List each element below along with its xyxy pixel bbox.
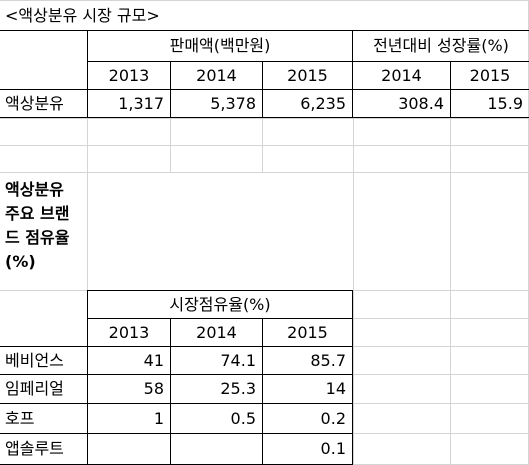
sheet-title: <액상분유 시장 규모> — [5, 6, 160, 25]
share-value — [171, 434, 262, 464]
share-value: 0.5 — [230, 408, 256, 428]
share-value: 74.1 — [220, 350, 256, 370]
sales-year-2015: 2015 — [287, 65, 328, 85]
sales-year-2014: 2014 — [196, 65, 237, 85]
share-value: 1 — [153, 408, 164, 428]
share-year-2015: 2015 — [287, 322, 328, 342]
brand-label: 앱솔루트 — [5, 439, 64, 458]
growth-year-2015: 2015 — [469, 65, 511, 85]
brand-label: 호프 — [5, 408, 35, 428]
share-value: 58 — [143, 379, 164, 398]
brand-label: 베비언스 — [5, 350, 64, 370]
share-title: 액상분유 주요 브랜 드 점유율 (%) — [0, 174, 87, 290]
row-label: 액상분유 — [5, 93, 64, 113]
sales-value-2015: 6,235 — [300, 93, 346, 113]
share-value: 25.3 — [220, 379, 256, 398]
share-year-2014: 2014 — [196, 322, 237, 342]
growth-value-2015: 15.9 — [487, 93, 523, 113]
share-title-line-4: (%) — [5, 252, 36, 271]
brand-label: 임페리얼 — [5, 379, 64, 398]
share-title-line-2: 주요 브랜 — [5, 204, 70, 223]
share-header: 시장점유율(%) — [169, 294, 271, 314]
growth-year-2014: 2014 — [381, 65, 422, 85]
share-value — [88, 434, 170, 464]
share-value: 41 — [143, 350, 164, 370]
growth-value-2014: 308.4 — [398, 93, 444, 113]
share-year-2013: 2013 — [108, 322, 150, 342]
share-title-line-3: 드 점유율 — [5, 228, 70, 247]
sales-value-2013: 1,317 — [118, 93, 164, 113]
share-value: 0.1 — [320, 439, 346, 458]
sales-value-2014: 5,378 — [210, 93, 256, 113]
share-value: 14 — [325, 379, 346, 398]
share-value: 85.7 — [310, 350, 346, 370]
growth-header: 전년대비 성장률(%) — [373, 36, 509, 55]
share-value: 0.2 — [320, 408, 346, 428]
share-title-line-1: 액상분유 — [5, 180, 64, 199]
sales-year-2013: 2013 — [108, 65, 150, 85]
sales-header: 판매액(백만원) — [169, 36, 271, 55]
